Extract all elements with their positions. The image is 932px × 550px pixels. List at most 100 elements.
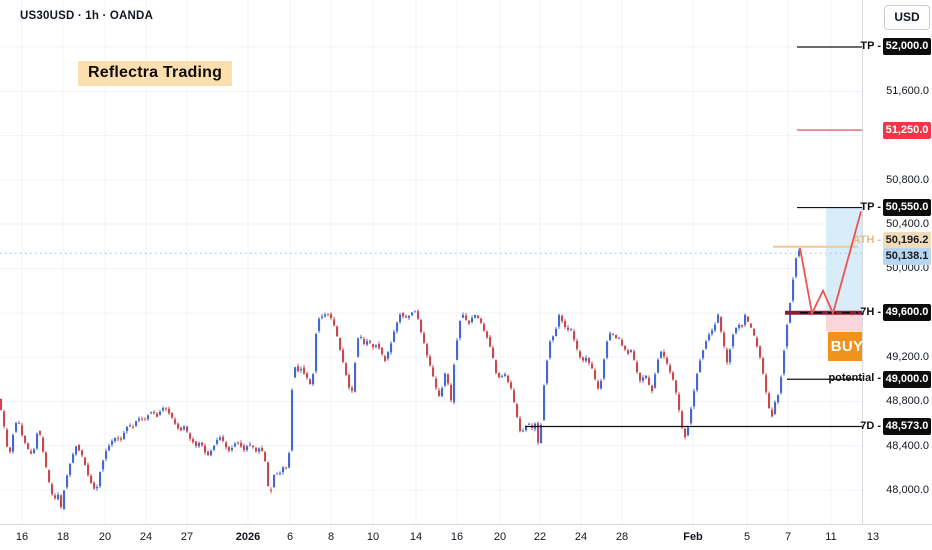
time-tick: 16 [450, 531, 464, 543]
candle-body [102, 460, 105, 470]
candle-body [165, 408, 168, 410]
candle-body [672, 372, 675, 380]
candle-body [471, 317, 474, 323]
candle-body [711, 330, 714, 334]
candle-body [255, 447, 258, 452]
candle-body [12, 435, 15, 452]
candle-body [228, 447, 231, 451]
candle-body [714, 324, 717, 331]
candle-body [321, 316, 324, 318]
candle-body [402, 313, 405, 317]
candle-body [273, 474, 276, 488]
currency-button[interactable]: USD [884, 5, 930, 30]
candle-body [528, 423, 531, 425]
candle-body [660, 351, 663, 358]
candle-body [723, 332, 726, 347]
time-tick: 8 [327, 531, 335, 543]
candle-body [258, 448, 261, 452]
ath-price-label[interactable]: 50,196.2 [883, 232, 931, 250]
candle-body [597, 381, 600, 389]
candle-body [681, 411, 684, 428]
candle-body [522, 430, 525, 432]
tp-lower-price-label[interactable]: 50,550.0 [883, 199, 931, 217]
candle-body [369, 340, 372, 343]
price-axis[interactable]: USD [862, 0, 932, 550]
candle-body [405, 316, 408, 318]
candle-body [561, 315, 564, 322]
candle-body [627, 350, 630, 354]
candle-body [18, 423, 21, 424]
candle-body [717, 314, 720, 323]
candle-body [180, 427, 183, 431]
candle-body [639, 372, 642, 381]
candle-body [24, 435, 27, 443]
risk-zone[interactable] [826, 312, 863, 332]
candle-body [423, 333, 426, 343]
candle-body [795, 258, 798, 277]
candle-body [477, 315, 480, 318]
candle-body [756, 337, 759, 347]
candle-body [87, 464, 90, 476]
candle-body [507, 375, 510, 382]
candle-body [594, 370, 597, 380]
candle-body [792, 279, 795, 301]
candle-body [33, 449, 36, 453]
candle-body [768, 393, 771, 409]
candle-body [213, 445, 216, 450]
candle-body [552, 336, 555, 341]
last-price-price-label[interactable]: 50,138.1 [883, 247, 931, 265]
candle-body [312, 374, 315, 385]
candle-body [549, 341, 552, 358]
candle-body [114, 438, 117, 442]
candle-body [108, 445, 111, 451]
candle-body [192, 439, 195, 443]
buy-label[interactable]: BUY [828, 332, 866, 361]
support-7d-price-label[interactable]: 48,573.0 [883, 418, 931, 435]
candle-body [738, 324, 741, 328]
candle-body [183, 426, 186, 430]
candle-body [381, 347, 384, 355]
candle-body [705, 341, 708, 349]
candle-body [780, 377, 783, 393]
tp-upper-price-label[interactable]: 52,000.0 [883, 38, 931, 56]
candle-body [207, 451, 210, 455]
projection-zigzag[interactable] [799, 211, 862, 317]
candle-body [216, 440, 219, 444]
candle-body [750, 323, 753, 328]
resistance-price-label[interactable]: 51,250.0 [883, 121, 931, 139]
candlestick-chart[interactable] [0, 0, 932, 524]
watermark-label[interactable]: Reflectra Trading [78, 61, 233, 86]
chart-pane[interactable]: US30USD · 1h · OANDA Reflectra Trading B… [0, 0, 932, 524]
candle-body [492, 347, 495, 358]
candle-body [210, 450, 213, 456]
candle-body [36, 433, 39, 449]
candle-body [162, 407, 165, 411]
candle-body [48, 470, 51, 483]
entry-7h-price-label[interactable]: 49,600.0 [883, 304, 931, 322]
candle-body [30, 451, 33, 454]
candle-body [54, 495, 57, 499]
candle-body [513, 390, 516, 403]
time-tick: 10 [366, 531, 380, 543]
candle-body [126, 427, 129, 432]
candle-body [345, 363, 348, 375]
candle-body [324, 314, 327, 317]
symbol-title[interactable]: US30USD · 1h · OANDA [20, 10, 154, 22]
candle-body [417, 311, 420, 319]
candle-body [84, 457, 87, 465]
candle-body [372, 344, 375, 348]
potential-price-label[interactable]: 49,000.0 [883, 370, 931, 388]
time-axis[interactable]: 16 18 20 24 27 2026 6 8 10 14 16 20 22 24 28 Feb 5 7 11 13 [0, 524, 932, 550]
candle-body [261, 448, 264, 451]
candle-body [168, 408, 171, 414]
candle-body [759, 346, 762, 358]
candle-body [342, 349, 345, 362]
candle-body [588, 358, 591, 363]
candle-body [651, 385, 654, 392]
candle-body [777, 395, 780, 403]
candle-body [504, 374, 507, 376]
candle-body [336, 326, 339, 337]
candle-body [78, 445, 81, 451]
candle-body [519, 418, 522, 432]
candle-body [219, 437, 222, 440]
